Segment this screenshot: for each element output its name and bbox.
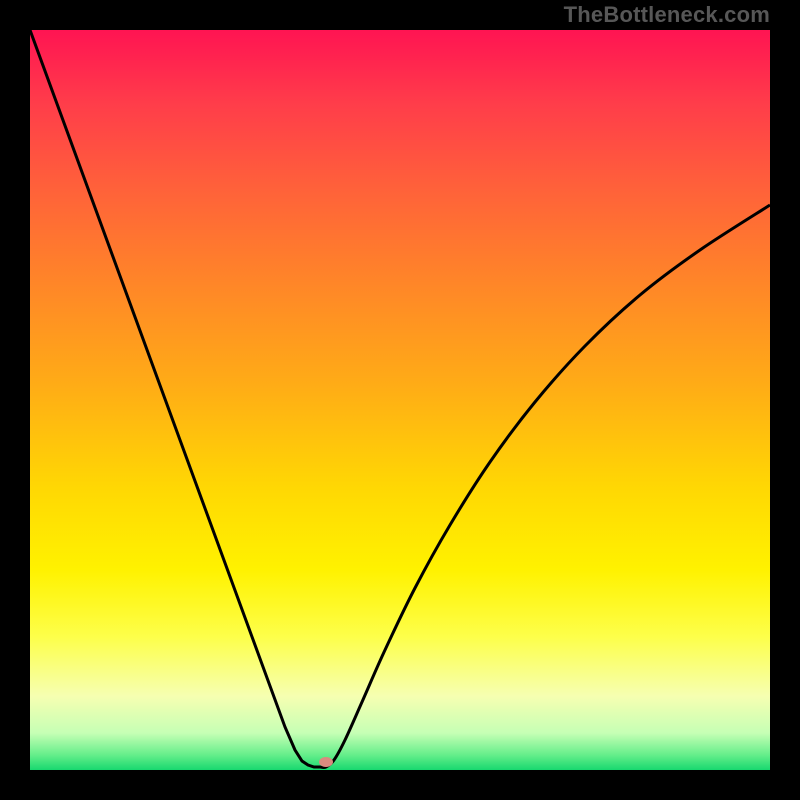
- outer-frame: TheBottleneck.com: [0, 0, 800, 800]
- bottleneck-curve: [30, 30, 770, 768]
- optimal-point-marker: [319, 757, 333, 767]
- plot-area: [30, 30, 770, 770]
- gradient-background: [30, 30, 770, 770]
- watermark-text: TheBottleneck.com: [564, 2, 770, 28]
- bottleneck-curve-svg: [30, 30, 770, 770]
